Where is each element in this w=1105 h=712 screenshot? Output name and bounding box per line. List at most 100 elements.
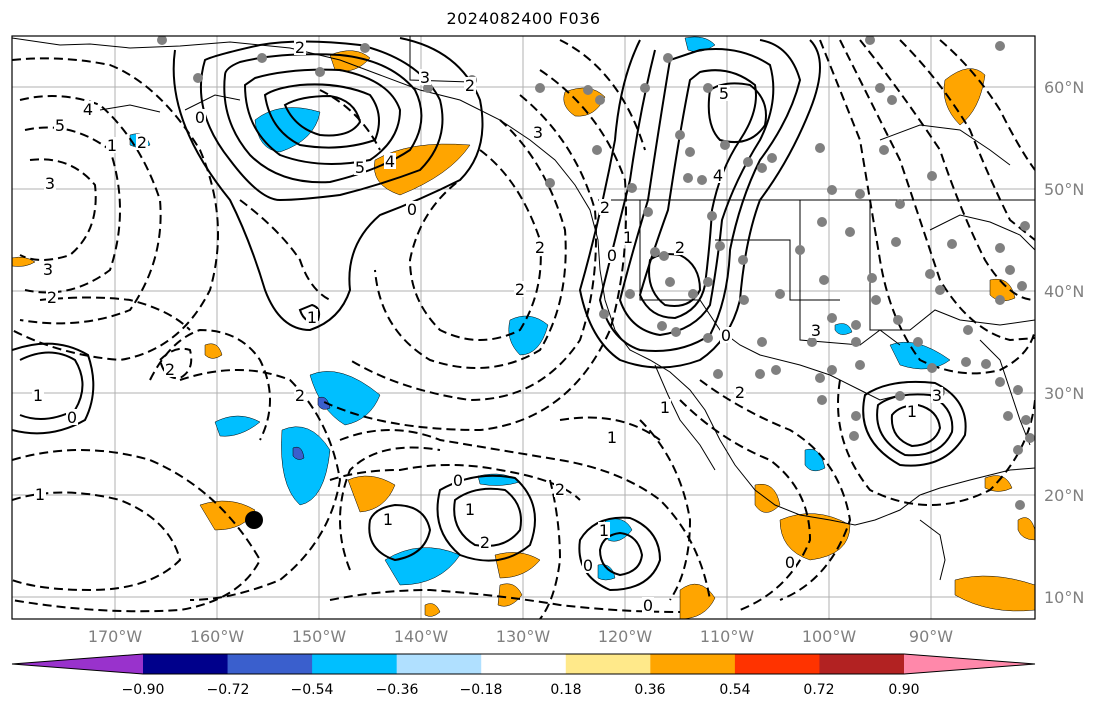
colorbar-label: −0.90 xyxy=(121,682,165,698)
contour-label: 4 xyxy=(385,152,395,171)
contour-label: 0 xyxy=(67,408,77,427)
contour-label-bg xyxy=(712,167,724,183)
contour-label: 2 xyxy=(480,533,490,552)
contour-label: 2 xyxy=(555,480,565,499)
colorbar-label: −0.72 xyxy=(206,682,250,698)
contour-label-bg xyxy=(532,124,544,140)
contour-label: 1 xyxy=(907,402,917,421)
colorbar-label: 0.90 xyxy=(888,682,920,698)
contour-label-bg xyxy=(464,501,476,517)
contour-label: 3 xyxy=(420,68,430,87)
colorbar xyxy=(11,653,1036,675)
contour-label-bg xyxy=(82,101,94,117)
contour-label: 3 xyxy=(533,123,543,142)
contour-label: 2 xyxy=(295,386,305,405)
lat-label-20n: 20°N xyxy=(1044,486,1085,505)
colorbar-label: 0.54 xyxy=(719,682,751,698)
contour-label: 2 xyxy=(465,76,475,95)
contour-label-bg xyxy=(464,77,476,93)
contour-label: 5 xyxy=(719,84,729,103)
lat-label-40n: 40°N xyxy=(1044,282,1085,301)
dashed-contours xyxy=(12,39,1035,619)
contour-label: 3 xyxy=(43,260,53,279)
contour-label-bg xyxy=(606,247,618,263)
colorbar-label: 0.36 xyxy=(634,682,666,698)
contour-label: 1 xyxy=(465,500,475,519)
contour-label-bg xyxy=(554,481,566,497)
lon-label-130w: 130°W xyxy=(495,627,551,646)
contour-label-bg xyxy=(164,361,176,377)
colorbar-outline xyxy=(11,653,1036,675)
contour-label-bg xyxy=(382,511,394,527)
colorbar-label: −0.18 xyxy=(459,682,503,698)
colorbar-extend-high xyxy=(904,654,1035,674)
contour-label-bg xyxy=(642,597,654,613)
contour-label-bg xyxy=(54,117,66,133)
lon-label-110w: 110°W xyxy=(699,627,755,646)
map-title: 2024082400 F036 xyxy=(446,9,601,28)
contour-label: 3 xyxy=(45,174,55,193)
colorbar-label: −0.36 xyxy=(375,682,419,698)
contour-label-bg xyxy=(659,399,671,415)
contour-label: 4 xyxy=(713,166,723,185)
lon-label-120w: 120°W xyxy=(597,627,653,646)
lon-label-150w: 150°W xyxy=(291,627,347,646)
contour-label-bg xyxy=(931,387,943,403)
contour-label-bg xyxy=(419,69,431,85)
station-dots xyxy=(157,36,1035,510)
colorbar-label: 0.72 xyxy=(803,682,835,698)
contour-label-bg xyxy=(66,409,78,425)
contour-label: 0 xyxy=(785,553,795,572)
lon-label-170w: 170°W xyxy=(87,627,143,646)
lat-label-50n: 50°N xyxy=(1044,180,1085,199)
contour-label: 2 xyxy=(600,198,610,217)
colorbar-swatch xyxy=(734,654,820,674)
contour-label-bg xyxy=(718,85,730,101)
contour-label-bg xyxy=(784,554,796,570)
map-frame xyxy=(11,35,1036,620)
lon-label-160w: 160°W xyxy=(189,627,245,646)
contour-label: 1 xyxy=(383,510,393,529)
contour-label: 2 xyxy=(47,288,57,307)
lon-label-140w: 140°W xyxy=(393,627,449,646)
contour-label-bg xyxy=(42,261,54,277)
contour-label: 1 xyxy=(599,521,609,540)
contour-label-bg xyxy=(306,309,318,325)
colorbar-swatch xyxy=(481,654,567,674)
contour-label-bg xyxy=(44,175,56,191)
contour-label-bg xyxy=(354,159,366,175)
contour-label: 2 xyxy=(535,238,545,257)
contour-label-bg xyxy=(534,239,546,255)
lat-label-10n: 10°N xyxy=(1044,588,1085,607)
contour-label-bg xyxy=(384,153,396,169)
contour-label-bg xyxy=(194,109,206,125)
contour-label-bg xyxy=(136,134,148,150)
contour-label: 5 xyxy=(355,158,365,177)
colorbar-swatch xyxy=(312,654,398,674)
contour-label: 2 xyxy=(735,383,745,402)
contour-label: 1 xyxy=(623,228,633,247)
contour-label: 5 xyxy=(55,116,65,135)
contour-label: 1 xyxy=(35,485,45,504)
contour-label: 2 xyxy=(675,238,685,257)
contour-label: 2 xyxy=(295,38,305,57)
contour-label: 1 xyxy=(33,386,43,405)
colorbar-swatch xyxy=(819,654,905,674)
contour-label-bg xyxy=(906,403,918,419)
contour-label-bg xyxy=(46,289,58,305)
contour-label-bg xyxy=(32,387,44,403)
contour-label: 0 xyxy=(195,108,205,127)
contour-label-bg xyxy=(606,429,618,445)
contour-label-bg xyxy=(810,322,822,338)
contour-label: 1 xyxy=(307,308,317,327)
contour-label: 0 xyxy=(407,200,417,219)
contour-label: 3 xyxy=(932,386,942,405)
contour-label: 0 xyxy=(721,326,731,345)
contour-label-bg xyxy=(452,472,464,488)
solid-contours xyxy=(12,37,967,592)
contour-label-bg xyxy=(34,486,46,502)
contour-label-bg xyxy=(294,387,306,403)
contour-label: 3 xyxy=(811,321,821,340)
